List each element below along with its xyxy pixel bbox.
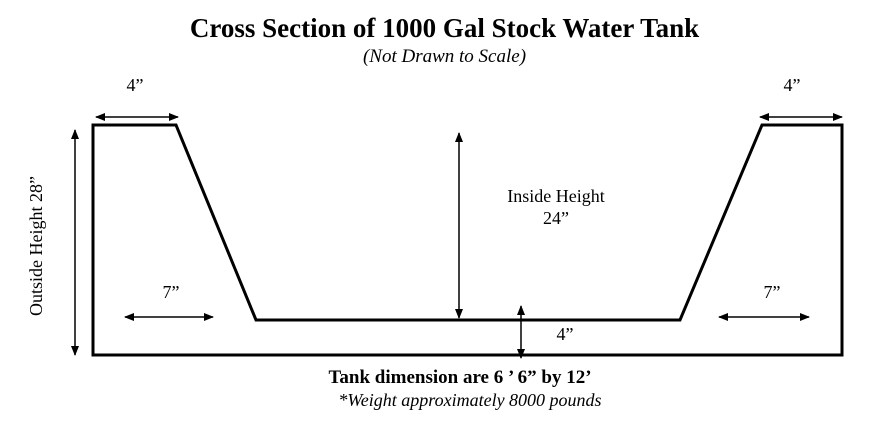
tank-dimension-caption: Tank dimension are 6 ’ 6” by 12’ (328, 367, 592, 388)
right-slope-width-label: 7” (764, 282, 781, 302)
diagram-subtitle: (Not Drawn to Scale) (362, 46, 527, 67)
tank-outline (91, 123, 844, 357)
top-right-width-label: 4” (784, 75, 801, 95)
diagram-title: Cross Section of 1000 Gal Stock Water Ta… (189, 13, 700, 43)
top-left-width-label: 4” (127, 75, 144, 95)
outside-height-label: Outside Height 28” (26, 176, 46, 316)
left-slope-width-label: 7” (163, 282, 180, 302)
tank-weight-caption: *Weight approximately 8000 pounds (338, 390, 602, 410)
inside-height-label-line1: Inside Height (507, 186, 604, 206)
inside-height-label-line2: 24” (543, 208, 569, 228)
bottom-thickness-label: 4” (557, 324, 574, 344)
